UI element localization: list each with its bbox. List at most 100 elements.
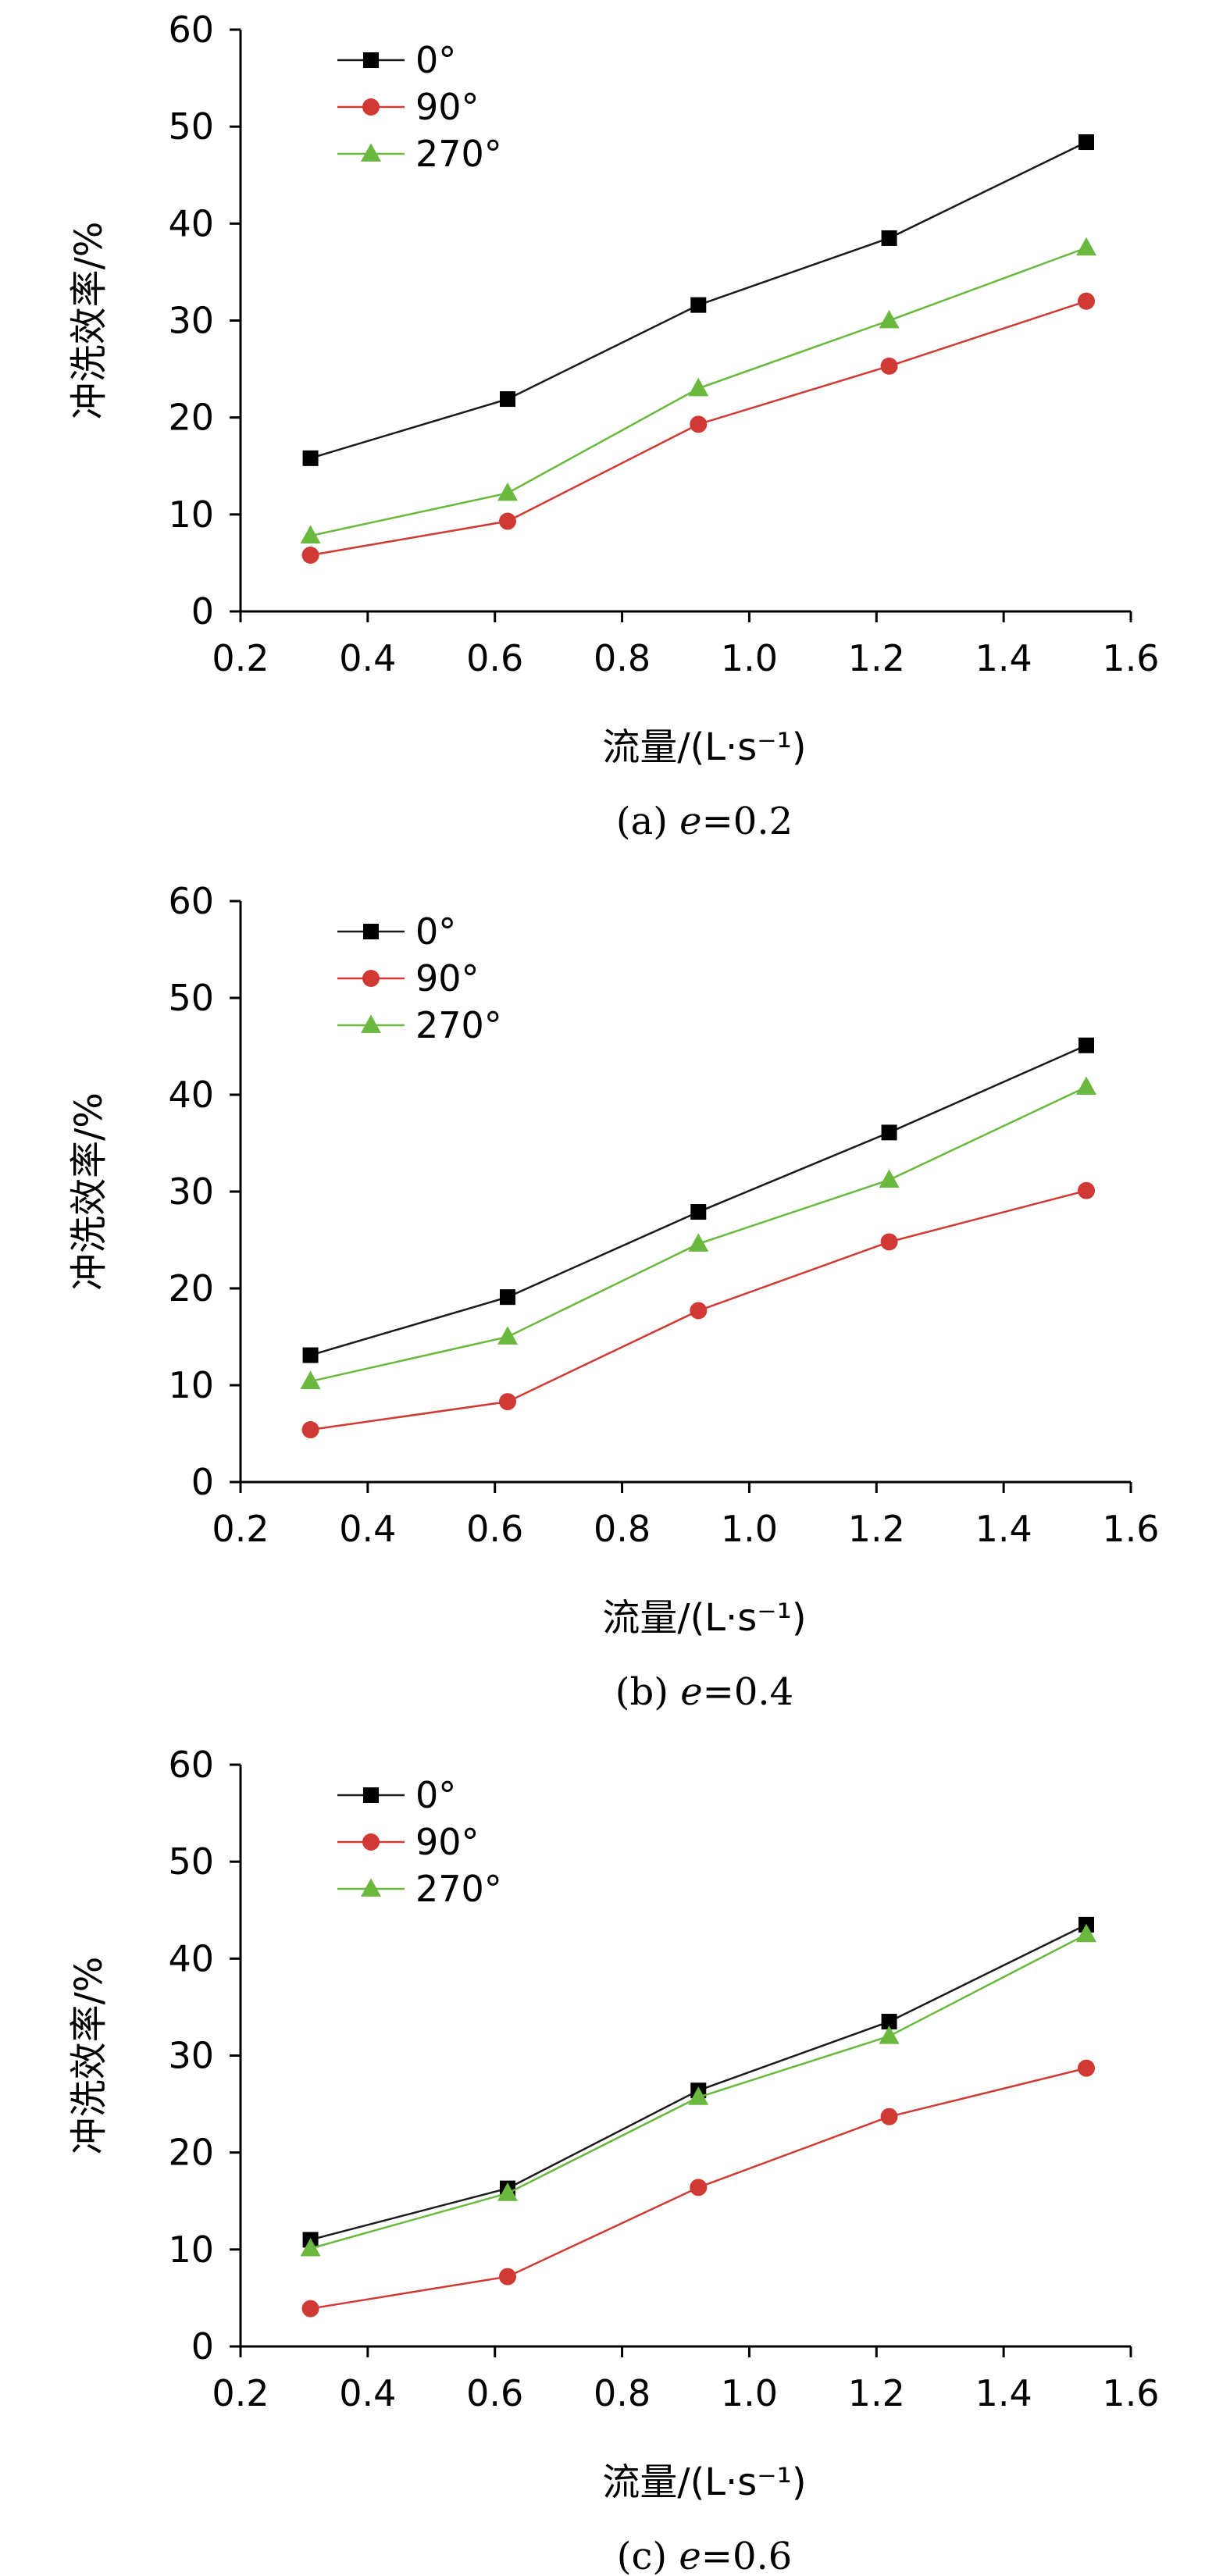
y-tick-label: 50 (168, 1840, 214, 1883)
x-tick-label: 0.2 (212, 2372, 269, 2414)
series-0 (302, 1037, 1094, 1363)
legend-marker (363, 1787, 379, 1803)
data-point (1078, 1181, 1095, 1199)
caption-prefix: (b) (615, 1670, 680, 1714)
data-point (300, 1370, 321, 1389)
y-tick-label: 10 (168, 1364, 214, 1406)
y-tick-label: 50 (168, 977, 214, 1019)
x-tick-label: 1.4 (975, 1508, 1032, 1550)
data-point (1078, 134, 1094, 151)
x-tick-label: 0.6 (466, 1508, 523, 1550)
chart-panel-a: 0 10 20 30 40 50 60 0.2 0.4 0.6 0.8 1.0 1.2 1.4 1.6 冲洗效… (67, 9, 1160, 843)
caption-value: =0.4 (703, 1670, 794, 1714)
data-point (500, 1289, 515, 1306)
chart-panel-c: 0 10 20 30 40 50 60 0.2 0.4 0.6 0.8 1.0 1.2 1.4 1.6 冲洗效… (67, 1744, 1160, 2576)
data-point (881, 2014, 897, 2030)
y-tick-label: 40 (168, 1074, 214, 1116)
data-point (301, 1421, 319, 1439)
caption-variable: e (679, 2535, 701, 2576)
legend-marker (362, 98, 380, 116)
y-tick-label: 60 (168, 880, 214, 922)
data-point (497, 2182, 518, 2201)
data-point (688, 377, 709, 397)
data-point (881, 1124, 897, 1141)
x-tick-label: 1.0 (721, 637, 778, 679)
chart-panel-b: 0 10 20 30 40 50 60 0.2 0.4 0.6 0.8 1.0 1.2 1.4 1.6 冲洗效… (67, 880, 1160, 1714)
data-point (879, 309, 900, 329)
caption-variable: e (680, 1670, 702, 1714)
x-tick-label: 1.2 (848, 637, 905, 679)
caption-variable: e (679, 800, 701, 843)
legend-marker (361, 143, 381, 162)
legend-item: 90° (337, 86, 480, 128)
legend-label: 270° (415, 1004, 502, 1046)
data-point (301, 2300, 319, 2318)
x-tick-label: 0.2 (212, 637, 269, 679)
y-tick-label: 60 (168, 9, 214, 51)
data-point (497, 482, 518, 501)
caption-value: =0.6 (701, 2535, 793, 2576)
data-point (300, 525, 321, 544)
caption-prefix: (a) (616, 800, 679, 843)
data-point (880, 357, 898, 375)
x-tick-label: 1.0 (721, 1508, 778, 1550)
panel-caption: (c) e=0.6 (617, 2535, 793, 2576)
y-tick-label: 10 (168, 2229, 214, 2271)
legend-label: 90° (415, 86, 480, 128)
x-tick-label: 1.6 (1102, 1508, 1159, 1550)
legend-item: 270° (337, 1004, 502, 1046)
data-point (1076, 237, 1096, 256)
y-axis-title: 冲洗效率/% (67, 1957, 111, 2155)
y-axis-title: 冲洗效率/% (67, 1092, 111, 1291)
legend-marker (363, 924, 379, 939)
series-0 (302, 134, 1094, 466)
series-0 (302, 1916, 1094, 2248)
legend-marker (361, 1014, 381, 1033)
y-tick-label: 10 (168, 493, 214, 536)
legend-item: 90° (337, 1821, 480, 1863)
x-tick-label: 0.6 (466, 637, 523, 679)
legend-marker (362, 1833, 380, 1851)
x-tick-label: 0.8 (594, 2372, 651, 2414)
data-point (1078, 292, 1095, 310)
y-tick-label: 0 (191, 1461, 214, 1503)
legend-marker (363, 52, 379, 68)
data-point (499, 1393, 516, 1411)
data-point (500, 391, 515, 408)
data-point (302, 1347, 319, 1363)
x-tick-label: 1.0 (721, 2372, 778, 2414)
x-axis-title: 流量/(L·s⁻¹) (602, 2460, 806, 2504)
x-tick-label: 0.4 (339, 2372, 396, 2414)
series-1 (301, 2059, 1095, 2318)
legend-label: 90° (415, 1821, 480, 1863)
legend-item: 90° (337, 957, 480, 999)
legend-item: 270° (337, 133, 502, 175)
data-point (688, 2086, 709, 2105)
data-point (879, 1169, 900, 1188)
x-tick-label: 0.4 (339, 637, 396, 679)
data-point (1076, 1923, 1096, 1943)
x-tick-label: 0.6 (466, 2372, 523, 2414)
data-point (690, 1302, 708, 1320)
x-tick-label: 1.4 (975, 637, 1032, 679)
panel-caption: (b) e=0.4 (615, 1670, 793, 1714)
legend-label: 90° (415, 957, 480, 999)
legend-item: 0° (337, 1774, 456, 1816)
x-tick-label: 1.6 (1102, 2372, 1159, 2414)
y-tick-label: 20 (168, 1267, 214, 1309)
x-axis-title: 流量/(L·s⁻¹) (602, 725, 806, 769)
legend-label: 0° (415, 910, 456, 953)
y-tick-label: 20 (168, 397, 214, 439)
y-tick-label: 30 (168, 300, 214, 342)
y-tick-label: 0 (191, 2325, 214, 2368)
legend-label: 0° (415, 1774, 456, 1816)
caption-prefix: (c) (617, 2535, 679, 2576)
legend-marker (361, 1878, 381, 1897)
data-point (1078, 2059, 1095, 2077)
x-tick-label: 0.4 (339, 1508, 396, 1550)
y-tick-label: 50 (168, 105, 214, 148)
data-point (1076, 1076, 1096, 1095)
series-1 (301, 292, 1095, 564)
y-tick-label: 20 (168, 2132, 214, 2174)
